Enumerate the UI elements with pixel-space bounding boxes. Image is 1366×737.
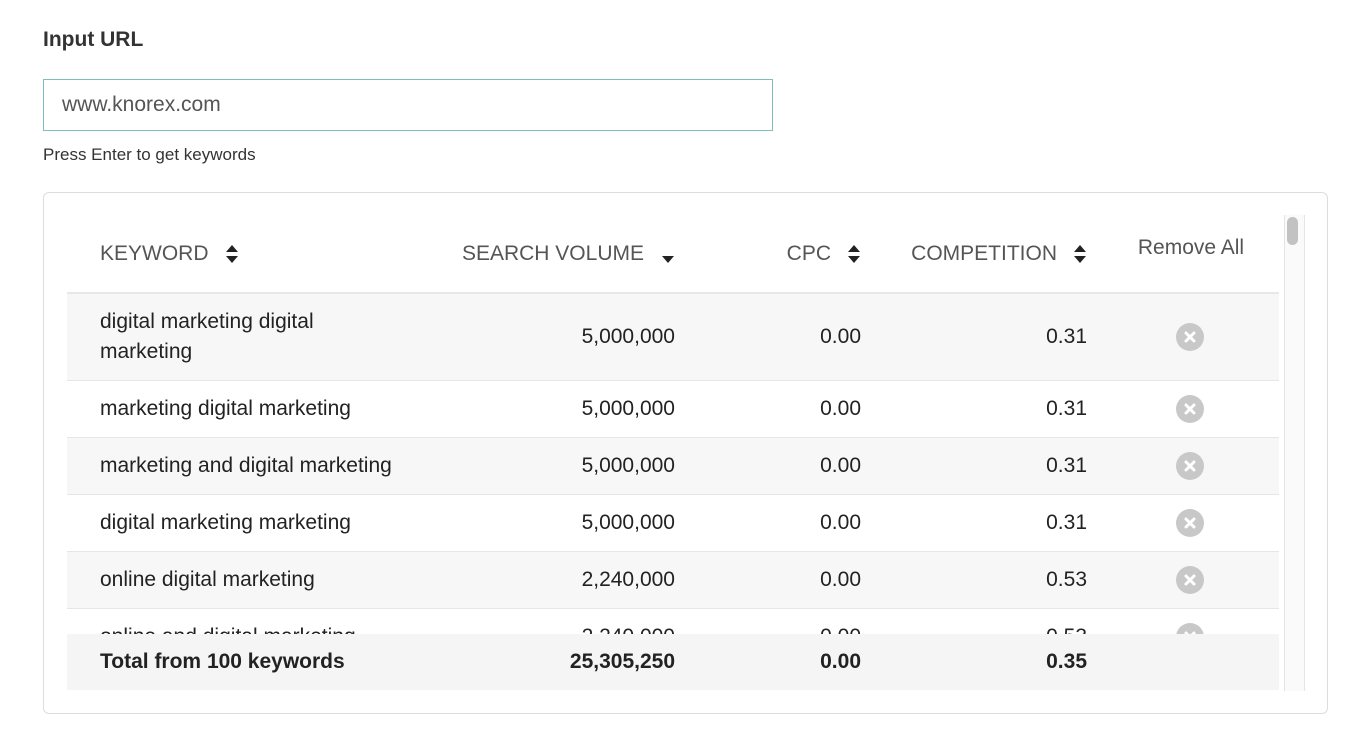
table-cell: 5,000,000 [581,454,675,477]
sort-keyword[interactable]: KEYWORD [100,215,410,292]
sort-volume[interactable]: SEARCH VOLUME [447,215,675,292]
scrollbar[interactable] [1284,215,1305,691]
table-cell: 0.00 [820,511,861,534]
table-row: online digital marketing 2,240,000 0.00 0.5… [67,552,1279,609]
remove-button[interactable] [1175,552,1205,608]
column-header: COMPETITION [911,241,1057,265]
scrollbar-thumb[interactable] [1287,217,1298,245]
table-cell: 2,240,000 [581,568,675,591]
table-cell: online digital marketing [100,568,315,591]
url-input[interactable]: www.knorex.com [43,79,773,131]
footer-cell: 0.35 [1046,650,1087,673]
sort-icon [1074,244,1086,263]
table-cell: digital marketing digital marketing [100,310,314,363]
footer-cell: Total from 100 keywords [100,650,345,673]
table-cell: 0.00 [820,568,861,591]
footer-cell: 25,305,250 [569,650,675,673]
input-label: Input URL [43,28,144,51]
remove-icon [1176,566,1204,594]
table-row: digital marketing marketing 5,000,000 0.00… [67,495,1279,552]
remove-all-label: Remove All [1137,236,1245,259]
table-cell: 0.53 [1046,568,1087,591]
remove-button[interactable] [1175,438,1205,494]
input-hint: Press Enter to get keywords [43,145,256,164]
table-cell: 5,000,000 [581,511,675,534]
sort-icon [225,244,238,263]
table-row: marketing digital marketing 5,000,000 0.00… [67,381,1279,438]
table-footer: Total from 100 keywords 25,305,250 0.00 … [67,634,1279,690]
table-row: digital marketing digital marketing 5,000… [67,294,1279,381]
remove-icon [1176,323,1204,351]
table-cell: 0.00 [820,325,861,348]
table-cell: 0.00 [820,397,861,420]
table-cell: 0.31 [1046,397,1087,420]
sort-icon [662,255,674,263]
sort-icon [848,244,860,263]
column-header: CPC [786,241,831,265]
remove-icon [1176,509,1204,537]
table-header: KEYWORD SEARCH VOLUME CPC COMPETITION Re… [67,215,1279,294]
table-cell: 5,000,000 [581,397,675,420]
table-cell: 5,000,000 [581,325,675,348]
table-cell: 0.00 [820,454,861,477]
keyword-card [43,192,1328,714]
sort-competition[interactable]: COMPETITION [897,215,1087,292]
footer-cell: 0.00 [820,650,861,673]
remove-button[interactable] [1175,294,1205,380]
remove-icon [1176,452,1204,480]
remove-icon [1176,395,1204,423]
column-header: KEYWORD [100,241,209,265]
url-input-value: www.knorex.com [62,93,221,116]
remove-button[interactable] [1175,381,1205,437]
table-cell: digital marketing marketing [100,511,351,534]
sort-cpc[interactable]: CPC [707,215,861,292]
remove-all-button[interactable]: Remove All [1131,215,1251,281]
table-cell: marketing and digital marketing [100,454,392,477]
remove-button[interactable] [1175,495,1205,551]
keyword-table: KEYWORD SEARCH VOLUME CPC COMPETITION Re… [67,215,1279,690]
table-cell: 0.31 [1046,454,1087,477]
table-cell: marketing digital marketing [100,397,351,420]
column-header: SEARCH VOLUME [461,241,644,265]
table-row: marketing and digital marketing 5,000,000… [67,438,1279,495]
table-cell: 0.31 [1046,325,1087,348]
table-cell: 0.31 [1046,511,1087,534]
